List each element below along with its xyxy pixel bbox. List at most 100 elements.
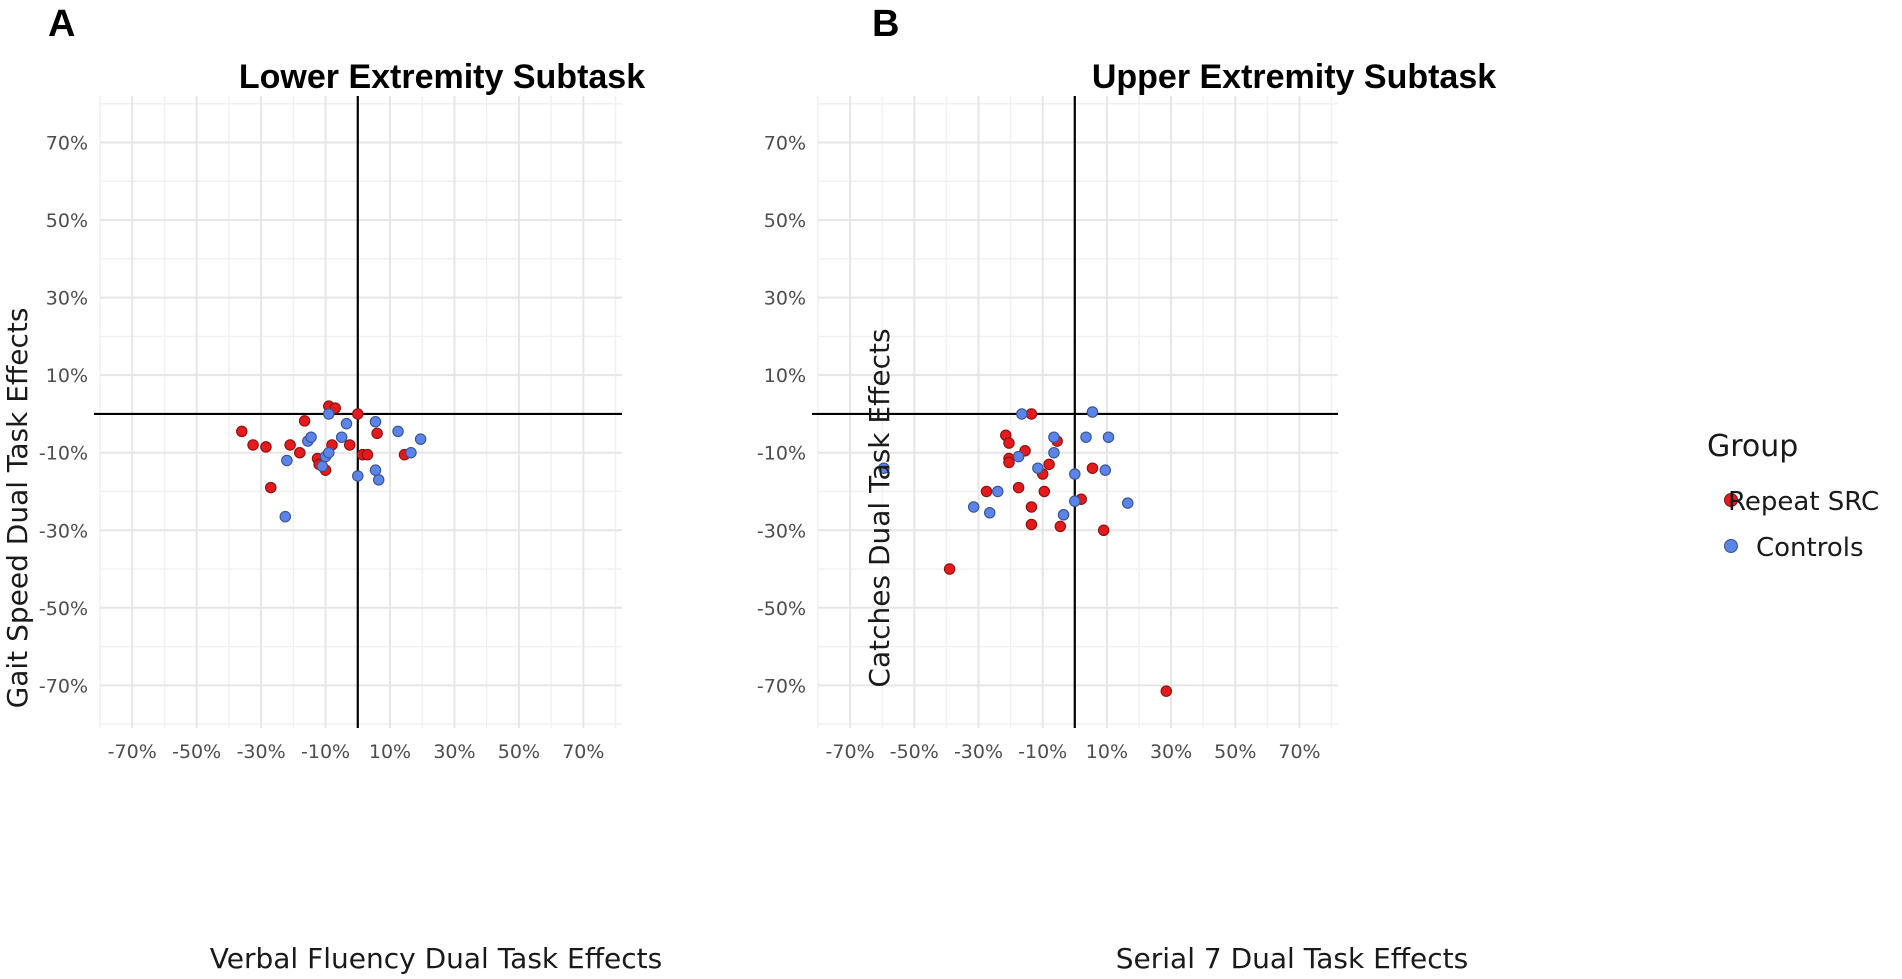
x-tick-label: 10% [1086, 741, 1128, 763]
y-tick-label: -10% [39, 443, 88, 465]
data-point-controls [369, 415, 382, 428]
x-axis-label: Verbal Fluency Dual Task Effects [210, 942, 662, 975]
y-tick-label: -70% [39, 675, 88, 697]
data-point-controls [281, 454, 293, 467]
x-tick-label: 50% [498, 741, 540, 763]
data-point-repeat-src [265, 481, 277, 494]
legend-title: Group [1707, 429, 1798, 464]
y-axis-label: Catches Dual Task Effects [863, 328, 896, 687]
data-point-repeat-src [343, 439, 356, 451]
y-tick-label: 10% [46, 365, 88, 387]
data-point-repeat-src [284, 439, 296, 451]
data-point-controls [316, 460, 329, 473]
data-point-controls [1102, 431, 1115, 443]
data-point-repeat-src [1043, 458, 1055, 471]
data-point-controls [323, 446, 335, 459]
data-point-repeat-src [1025, 501, 1038, 513]
data-point-controls [1048, 431, 1060, 443]
x-tick-label: -70% [826, 741, 875, 763]
data-point-repeat-src [980, 485, 993, 498]
y-tick-label: -10% [757, 443, 806, 465]
chart-title: Lower Extremity Subtask [239, 58, 645, 96]
data-point-repeat-src [1086, 462, 1099, 474]
data-point-controls [1069, 468, 1081, 480]
data-point-controls [1122, 497, 1134, 509]
data-points [878, 406, 1173, 697]
x-tick-label: -10% [1018, 741, 1067, 763]
y-tick-label: 10% [764, 365, 806, 387]
x-tick-label: -10% [301, 741, 350, 763]
x-tick-label: -30% [237, 741, 286, 763]
y-tick-label: 30% [764, 288, 806, 310]
data-point-controls [1016, 408, 1028, 420]
data-point-controls [414, 433, 427, 445]
data-point-repeat-src [260, 441, 272, 453]
x-axis-label: Serial 7 Dual Task Effects [1116, 942, 1469, 975]
x-tick-label: -30% [954, 741, 1003, 763]
data-point-controls [967, 501, 980, 513]
x-tick-label: -50% [172, 741, 221, 763]
y-tick-label: 50% [46, 210, 88, 232]
x-tick-labels: -70% -50% -30% -10% 10% 30% 50% 70% [108, 741, 605, 763]
panel-letter-a: A [48, 3, 75, 45]
data-point-repeat-src [1003, 437, 1015, 449]
x-tick-labels: -70% -50% -30% -10% 10% 30% 50% 70% [826, 741, 1321, 763]
y-tick-label: -50% [39, 598, 88, 620]
x-tick-label: -70% [108, 741, 157, 763]
y-tick-label: 70% [764, 133, 806, 155]
reference-lines [812, 96, 1338, 728]
data-point-repeat-src [1003, 456, 1015, 469]
data-point-controls [405, 446, 417, 459]
data-point-controls [372, 474, 385, 486]
data-point-controls [352, 470, 364, 482]
data-point-repeat-src [294, 446, 306, 459]
data-point-controls [992, 485, 1004, 498]
y-tick-label: -30% [757, 520, 806, 542]
x-tick-label: 50% [1214, 741, 1256, 763]
data-point-controls [1080, 431, 1092, 443]
data-points [236, 400, 427, 523]
y-tick-label: 70% [46, 133, 88, 155]
data-point-controls [878, 462, 890, 474]
data-point-controls [335, 431, 348, 443]
data-point-controls [1057, 508, 1070, 521]
data-point-controls [323, 408, 335, 420]
data-point-repeat-src [1160, 685, 1173, 697]
x-tick-label: 70% [1278, 741, 1320, 763]
y-tick-label: -50% [757, 598, 806, 620]
data-point-repeat-src [1038, 485, 1051, 498]
data-point-controls [1012, 450, 1025, 463]
legend: Group Repeat SRC Controls [1707, 429, 1879, 563]
y-axis-label: Gait Speed Dual Task Effects [1, 308, 34, 709]
gridlines [99, 96, 622, 728]
data-point-controls [305, 431, 317, 443]
data-point-repeat-src [247, 439, 259, 451]
data-point-controls [1069, 495, 1081, 507]
y-tick-labels: 70% 50% 30% 10% -10% -30% -50% -70% [39, 133, 88, 698]
data-point-controls [1048, 446, 1060, 459]
y-tick-labels: 70% 50% 30% 10% -10% -30% -50% -70% [757, 133, 806, 698]
x-tick-label: 30% [433, 741, 475, 763]
data-point-repeat-src [352, 408, 364, 420]
data-point-repeat-src [1097, 524, 1110, 537]
panel-a: A Lower Extremity Subtask 70% 50% 30% 10% -1… [1, 3, 662, 975]
y-tick-label: 30% [46, 288, 88, 310]
data-point-controls [279, 510, 292, 523]
panel-b: B Upper Extremity Subtask 70% 50% 30% 10% -1… [757, 3, 1496, 975]
data-point-repeat-src [1012, 481, 1025, 494]
data-point-repeat-src [298, 415, 311, 427]
data-point-repeat-src [1054, 520, 1067, 533]
data-point-repeat-src [371, 427, 383, 440]
data-point-controls [1086, 406, 1099, 418]
data-point-repeat-src [236, 425, 248, 438]
data-point-controls [369, 464, 382, 476]
y-tick-label: -70% [757, 675, 806, 697]
legend-label-controls: Controls [1756, 533, 1864, 563]
legend-swatch-controls [1724, 539, 1738, 553]
data-point-controls [340, 417, 353, 430]
data-point-controls [1032, 462, 1044, 474]
legend-swatch-repeat-src [1724, 493, 1738, 507]
x-tick-label: 10% [369, 741, 411, 763]
panel-letter-b: B [872, 3, 899, 45]
